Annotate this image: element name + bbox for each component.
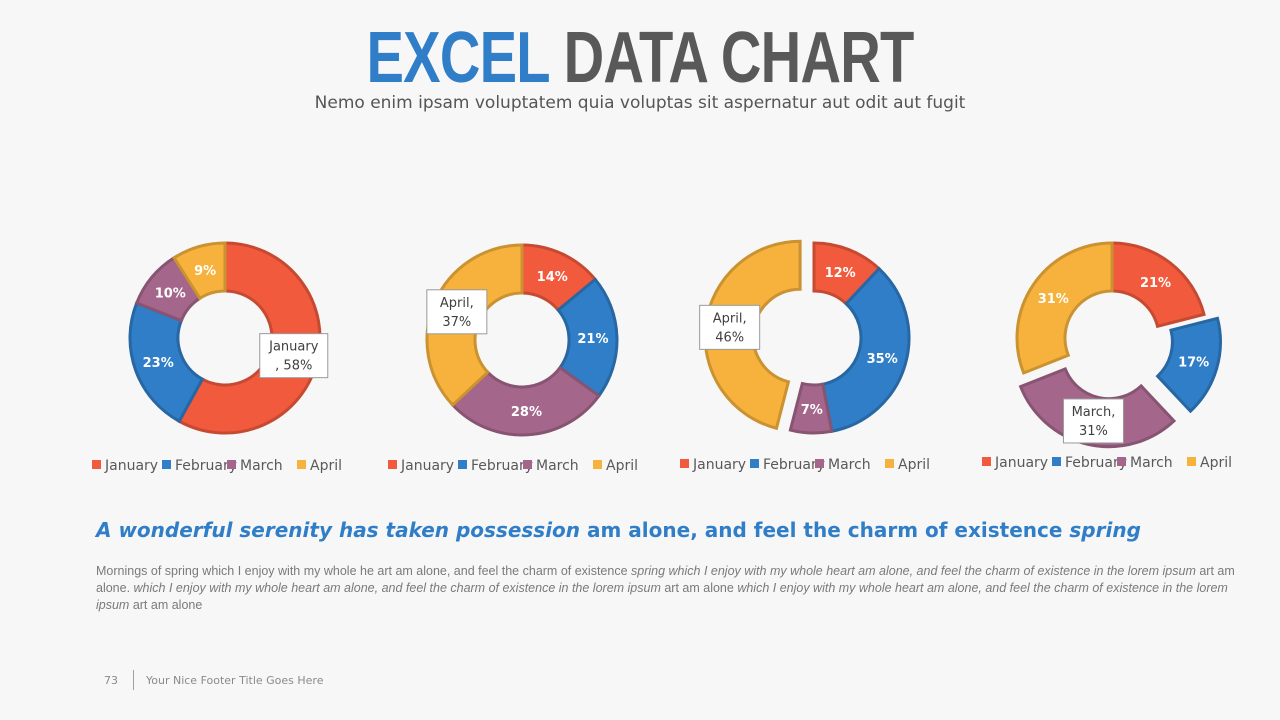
legend-swatch-april [297, 460, 306, 469]
legend-swatch-march [523, 460, 532, 469]
slice-april [1015, 241, 1114, 375]
data-label-box [699, 304, 761, 350]
data-label: 28% [511, 405, 542, 420]
body-span-7: art am alone [129, 598, 203, 612]
footer-divider [133, 670, 134, 690]
legend-label-january: January [104, 458, 158, 474]
page-number: 73 [104, 674, 118, 687]
data-label: April, 46% [713, 311, 747, 345]
footer-title: Your Nice Footer Title Goes Here [146, 674, 324, 687]
body-span-6: which I enjoy with my whole heart am alo… [96, 581, 1228, 612]
body-span-4: which I enjoy with my whole heart am alo… [133, 581, 661, 595]
slice-february [556, 277, 619, 398]
legend-swatch-march [815, 459, 824, 468]
doughnut-chart-1: January, 58% 23% 10% 9% January February March… [92, 241, 342, 474]
legend-label-february: February [175, 458, 237, 474]
data-label: 12% [825, 266, 856, 281]
legend-label-april: April [310, 458, 342, 474]
slice-february [128, 301, 205, 424]
data-label: January, 58% [268, 340, 319, 374]
legend-swatch-april [1187, 457, 1196, 466]
data-label-box [259, 333, 329, 379]
legend-swatch-february [162, 460, 171, 469]
legend-swatch-april [885, 459, 894, 468]
headline-normal-part: am alone, and feel the charm of existenc… [580, 518, 1070, 542]
slice-january [1110, 241, 1206, 329]
legend-swatch-february [458, 460, 467, 469]
data-label: 21% [577, 332, 608, 347]
slice-january [177, 241, 322, 435]
legend-label-april: April [1200, 455, 1232, 471]
data-label: 21% [1140, 276, 1171, 291]
doughnut-chart-3: 12% 35% 7% April, 46% January February March Apr… [680, 239, 930, 473]
legend-swatch-march [1117, 457, 1126, 466]
body-span-2: spring which I enjoy with my whole heart… [631, 564, 1196, 578]
title-accent-word: EXCEL [366, 18, 549, 98]
content-headline: A wonderful serenity has taken possessio… [96, 518, 1196, 542]
headline-italic-end: spring [1069, 518, 1141, 542]
page-subtitle: Nemo enim ipsam voluptatem quia voluptas… [314, 93, 966, 113]
data-label: 17% [1178, 356, 1209, 371]
legend-label-february: February [471, 458, 533, 474]
slice-april [172, 241, 227, 301]
legend-label-march: March [536, 458, 579, 474]
legend-label-january: January [994, 455, 1048, 471]
doughnut-charts: January, 58%23%10%9%January February March… [92, 239, 1232, 474]
page-title: EXCEL DATA CHART [141, 22, 1139, 94]
legend-label-march: March [1130, 455, 1173, 471]
data-label: 14% [537, 270, 568, 285]
legend-swatch-february [1052, 457, 1061, 466]
doughnut-chart-2: 14% 21% 28% April, 37% January February March Ap… [388, 243, 638, 474]
body-span-1: Mornings of spring which I enjoy with my… [96, 564, 631, 578]
title-main-words: DATA CHART [563, 18, 915, 98]
data-label: 10% [155, 287, 186, 302]
slice-february [821, 266, 911, 434]
body-span-5: art am alone [660, 581, 738, 595]
body-span-3: art am alone. [96, 564, 1235, 595]
headline-italic-part: A wonderful serenity has taken possessio… [96, 518, 581, 542]
legend-swatch-january [680, 459, 689, 468]
legend-label-february: February [763, 457, 825, 473]
data-label: 7% [801, 403, 823, 418]
data-label: 23% [143, 356, 174, 371]
legend-swatch-march [227, 460, 236, 469]
legend-label-march: March [240, 458, 283, 474]
data-label: April, 37% [440, 296, 474, 330]
legend-label-april: April [606, 458, 638, 474]
legend-swatch-january [982, 457, 991, 466]
legend-label-april: April [898, 457, 930, 473]
legend-label-february: February [1065, 455, 1127, 471]
legend-swatch-january [92, 460, 101, 469]
slice-march [450, 365, 601, 437]
data-label-box [426, 289, 488, 335]
legend-swatch-april [593, 460, 602, 469]
content-paragraph: Mornings of spring which I enjoy with my… [96, 563, 1236, 614]
data-label: 9% [194, 264, 216, 279]
slice-march [788, 381, 834, 435]
data-label-box [1062, 398, 1124, 444]
legend-label-january: January [400, 458, 454, 474]
data-label: March, 31% [1072, 405, 1116, 439]
legend-swatch-january [388, 460, 397, 469]
legend-label-january: January [692, 457, 746, 473]
legend-swatch-february [750, 459, 759, 468]
slice-february [1155, 316, 1222, 414]
legend-label-march: March [828, 457, 871, 473]
data-label: 35% [867, 352, 898, 367]
doughnut-chart-4: 21% 17% March, 31% 31% January February March Ap… [982, 241, 1232, 471]
data-label: 31% [1038, 292, 1069, 307]
